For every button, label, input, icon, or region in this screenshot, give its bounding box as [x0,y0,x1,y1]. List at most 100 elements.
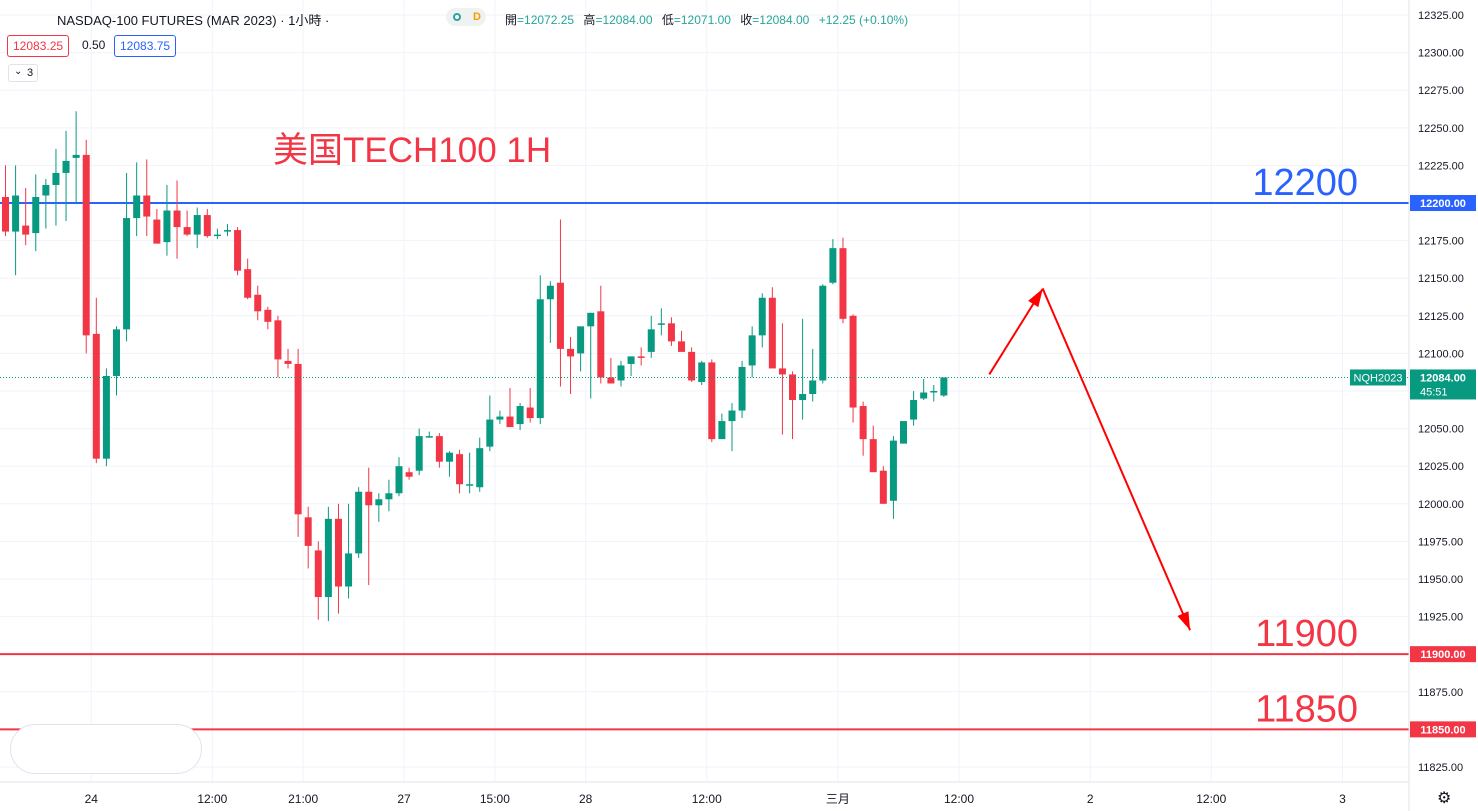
candle-body [869,439,877,473]
candle [506,387,514,428]
candle [244,258,252,300]
candle [355,487,363,558]
candle [940,377,948,398]
candle-body [244,269,252,298]
x-tick-label: 15:00 [480,792,510,806]
level-annotation: 12200 [1252,162,1358,204]
candle [718,413,726,440]
x-tick-label: 27 [397,792,411,806]
candle [22,187,30,246]
candle [324,506,332,622]
candle-body [657,323,665,325]
candle-body [597,311,605,378]
candle [597,285,605,384]
candle [577,326,585,372]
candle [889,436,897,519]
candle [12,165,20,276]
navigation-widget[interactable] [10,724,202,774]
candle [516,403,524,431]
candle [254,285,262,321]
candle [698,360,706,385]
y-tick-label: 12300.00 [1418,48,1464,60]
forecast-arrow-down [1041,288,1191,631]
candle-body [526,407,534,419]
candle [72,111,80,204]
candle-body [667,323,675,342]
candle [768,287,776,369]
candle-body [930,391,938,393]
candle-body [355,491,363,554]
symbol-title[interactable]: NASDAQ-100 FUTURES (MAR 2023) · 1小時 · [57,13,330,28]
time-axis: 24 12:00 21:00 27 15:00 28 12:00 三月 12:00 2 12:00 3 [85,792,1346,806]
symbol-tag-label: NQH2023 [1354,372,1403,384]
candle [627,356,635,376]
candle-body [496,416,504,420]
candle-body [688,351,696,381]
candle-body [183,227,191,235]
candle [415,428,423,476]
candle-body [153,219,161,244]
y-tick-label: 12150.00 [1418,273,1464,285]
candle-body [748,335,756,366]
candle-body [445,452,453,462]
candle [102,368,110,467]
candle-body [213,234,221,237]
candle-body [506,416,514,428]
candle [112,326,120,396]
candle [789,371,797,440]
candle [264,306,272,330]
candle-body [193,215,201,235]
candle [32,174,40,252]
candle [758,293,766,348]
sell-button[interactable]: 12083.25 [7,35,70,57]
candle-body [567,348,575,357]
candle [304,506,312,569]
y-tick-label: 12275.00 [1418,85,1464,97]
candle-body [708,362,716,440]
candle-body [345,553,353,587]
candle [223,224,231,237]
last-price-label: 12084.00 [1420,372,1466,384]
gear-icon[interactable]: ⚙ [1437,790,1452,807]
candle-body [536,299,544,419]
candle [879,466,887,504]
candle-body [32,197,40,234]
level-axis-label: 11850.00 [1420,724,1465,736]
candle [92,297,100,464]
x-tick-label: 12:00 [1196,792,1226,806]
close-label: 收 [740,13,753,27]
annotations: 美国TECH100 1H 12200 11900 11850 [273,131,1358,730]
candle-body [637,356,645,358]
market-status[interactable]: D [446,8,486,26]
candle [738,360,746,419]
candle [445,451,453,477]
candle [334,503,342,614]
candle-body [728,410,736,422]
candle-body [425,436,433,438]
candle-body [284,360,292,364]
indicator-count: 3 [27,67,34,79]
candle [587,312,595,399]
level-annotation: 11850 [1255,688,1358,730]
candle-body [375,499,383,506]
candle-body [516,406,524,425]
buy-button[interactable]: 12083.75 [114,35,177,57]
forecast-arrow [988,288,1191,631]
candle-body [365,491,373,506]
candle-body [385,493,393,500]
candle-body [829,248,837,283]
last-price-marker [1410,369,1476,400]
candle [466,452,474,494]
candle-body [577,326,585,354]
candle-body [102,375,110,459]
x-tick-label: 3 [1339,792,1346,806]
candle-body [123,218,131,330]
candles [2,111,948,622]
candle [667,317,675,346]
candle-body [456,454,464,485]
candle [395,457,403,497]
candle [385,479,393,512]
indicators-toggle-button[interactable]: ⌄ 3 [8,64,38,82]
candle [123,172,131,342]
